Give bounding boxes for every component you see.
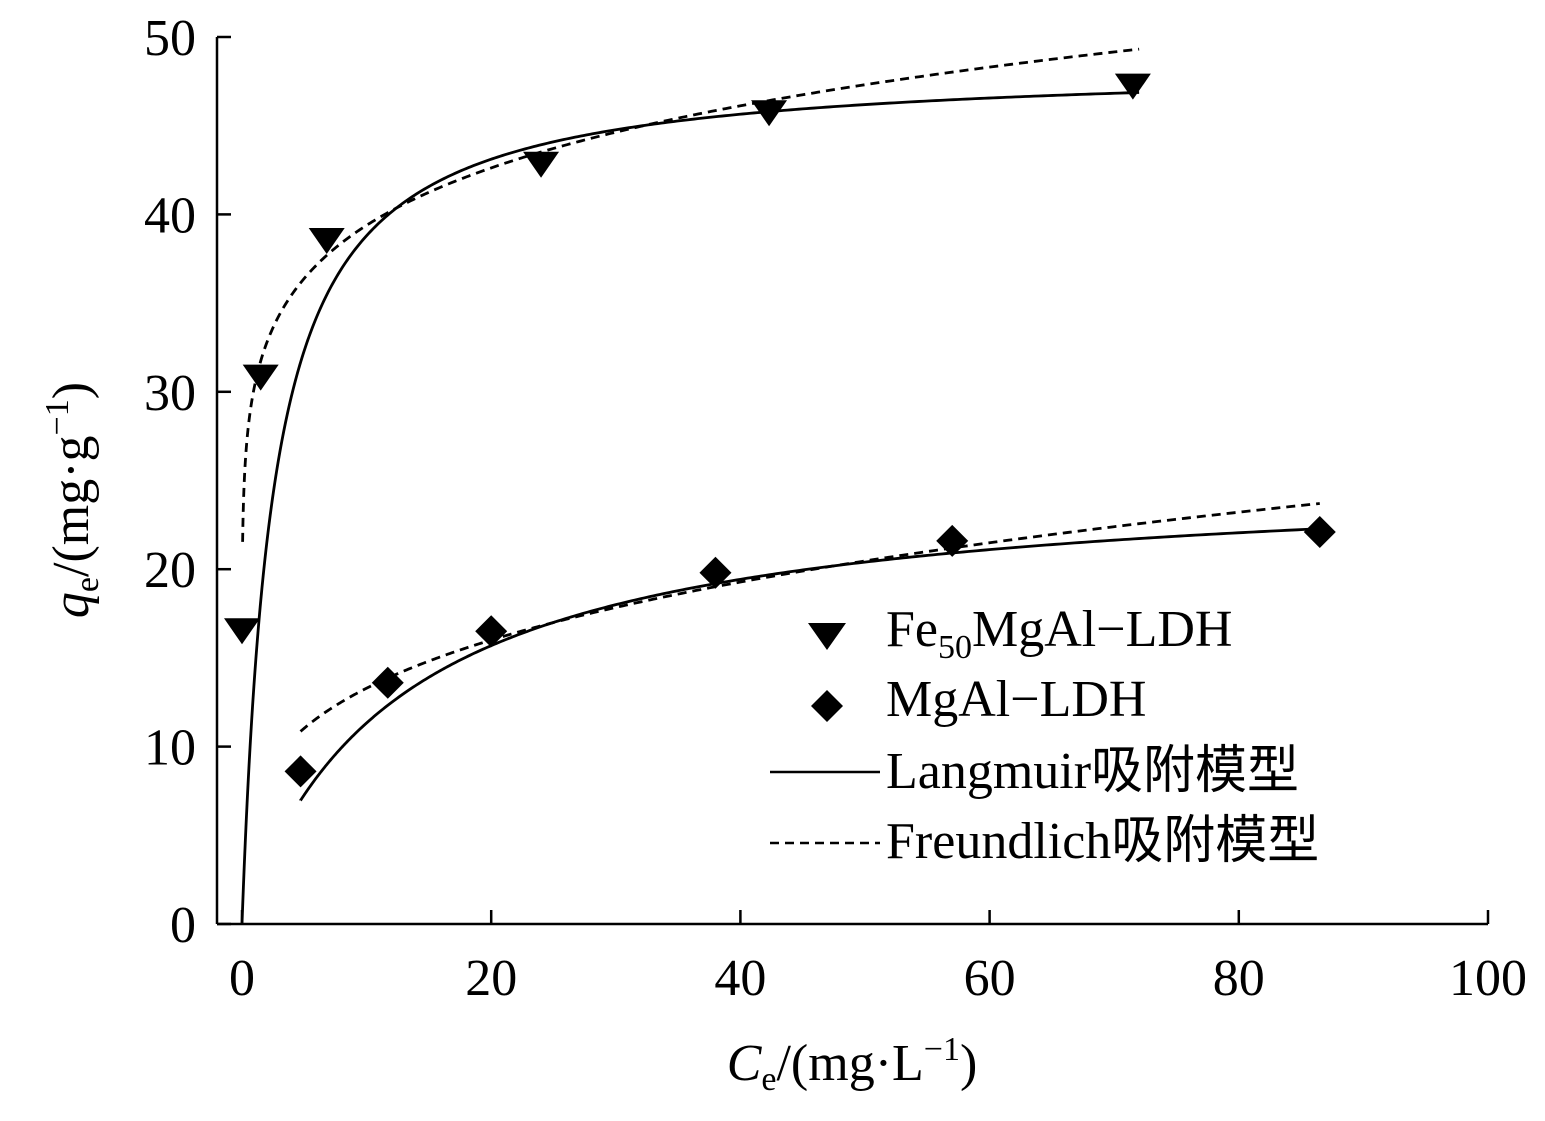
mgal-ldh-point: [475, 615, 508, 648]
mgal-ldh-point: [284, 755, 317, 788]
y-tick-label: 40: [144, 187, 196, 244]
legend-label-freundlich: Freundlich吸附模型: [886, 813, 1319, 870]
langmuir-fit-curve: [240, 91, 1140, 925]
fe50mgal-ldh-point: [523, 151, 560, 178]
langmuir-fit-curve: [299, 527, 1320, 802]
legend: Fe50MgAl−LDH MgAl−LDH Langmuir吸附模型 Freun…: [770, 601, 1319, 870]
mgal-ldh-point: [936, 524, 969, 557]
mgal-ldh-point: [699, 556, 732, 589]
legend-item-mgal-ldh: MgAl−LDH: [811, 671, 1146, 728]
fe50mgal-ldh-point: [751, 100, 788, 127]
y-tick-label: 50: [144, 10, 196, 67]
legend-marker-triangle: [808, 623, 846, 650]
data-markers: [224, 73, 1336, 788]
y-tick-label: 0: [170, 897, 196, 954]
mgal-ldh-point: [1303, 515, 1336, 548]
freundlich-fit-curve: [241, 47, 1140, 542]
x-tick-label: 100: [1449, 950, 1527, 1007]
x-tick-label: 60: [964, 950, 1016, 1007]
legend-marker-diamond: [811, 690, 843, 722]
mgal-ldh-point: [371, 666, 404, 699]
legend-label-fe50mgal-ldh: Fe50MgAl−LDH: [886, 601, 1232, 666]
fit-curves: [240, 47, 1320, 925]
fe50mgal-ldh-point: [1114, 73, 1151, 100]
y-tick-label: 10: [144, 720, 196, 777]
fe50mgal-ldh-point: [242, 364, 279, 391]
x-tick-label: 40: [714, 950, 766, 1007]
fe50mgal-ldh-point: [308, 228, 345, 255]
x-tick-label: 20: [465, 950, 517, 1007]
x-tick-label: 80: [1213, 950, 1265, 1007]
y-tick-label: 20: [144, 542, 196, 599]
legend-item-langmuir: Langmuir吸附模型: [770, 743, 1299, 800]
legend-item-fe50mgal-ldh: Fe50MgAl−LDH: [808, 601, 1232, 666]
legend-label-langmuir: Langmuir吸附模型: [886, 743, 1299, 800]
legend-label-mgal-ldh: MgAl−LDH: [886, 671, 1146, 728]
y-axis-title: qe/(mg·g−1): [39, 382, 106, 618]
plot-area: 0 20 40 60 80 100 0 10 20 30 40 50: [144, 10, 1527, 1007]
fe50mgal-ldh-point: [224, 618, 260, 645]
axis-ticks: 0 20 40 60 80 100 0 10 20 30 40 50: [144, 10, 1527, 1007]
x-tick-label: 0: [229, 950, 255, 1007]
freundlich-fit-curve: [299, 502, 1320, 733]
legend-item-freundlich: Freundlich吸附模型: [770, 813, 1319, 870]
y-tick-label: 30: [144, 365, 196, 422]
x-axis-title: Ce/(mg·L−1): [727, 1031, 978, 1098]
